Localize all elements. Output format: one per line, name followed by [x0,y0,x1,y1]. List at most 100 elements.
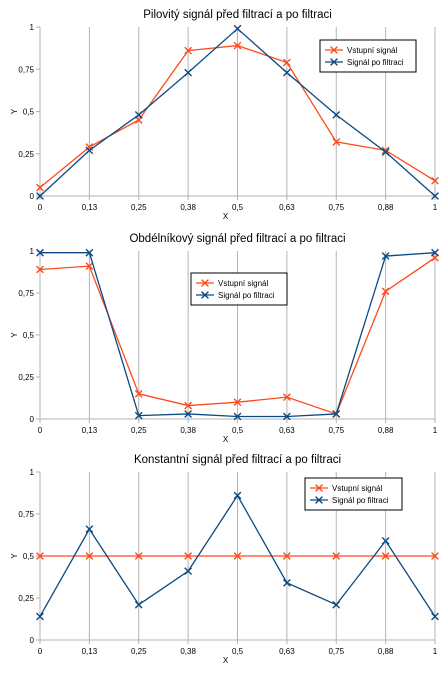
legend: Vstupní signál Signál po filtraci [304,477,403,511]
legend-box [319,39,417,73]
x-tick-label: 0,75 [328,647,344,656]
x-tick-label: 0,13 [82,647,98,656]
data-point-input [233,41,242,50]
legend-marker [315,496,323,504]
x-tick-label: 0,13 [82,426,98,435]
data-point-filtered [184,68,193,77]
data-point-input [36,183,44,192]
data-point-filtered [431,612,439,621]
y-tick-label: 0,5 [23,552,35,561]
y-tick-label: 0,5 [23,331,35,340]
x-axis-label: X [223,435,229,444]
y-axis-label: Y [10,332,19,338]
legend-label: Vstupní signál [218,279,268,288]
data-point-input [233,398,242,407]
data-point-filtered [85,146,94,155]
data-point-input [381,287,390,296]
legend-label: Vstupní signál [332,484,382,493]
legend: Vstupní signál Signál po filtraci [319,39,417,73]
x-tick-label: 0 [38,647,43,656]
data-point-input [134,389,143,398]
data-point-filtered [282,68,291,77]
y-tick-label: 1 [30,247,35,256]
legend-marker [201,279,209,287]
x-tick-label: 0,25 [131,426,147,435]
x-tick-label: 0,25 [131,203,147,212]
x-tick-label: 0,38 [180,203,196,212]
data-point-filtered [381,536,390,545]
x-tick-label: 0,5 [232,203,244,212]
legend-label: Vstupní signál [347,46,397,55]
y-tick-label: 0,25 [18,594,34,603]
data-point-filtered [332,410,341,418]
x-tick-label: 0,63 [279,647,295,656]
x-tick-label: 0,5 [232,426,244,435]
x-tick-label: 0,88 [378,647,394,656]
data-point-input [381,146,390,155]
x-tick-label: 0,75 [328,203,344,212]
x-tick-label: 0 [38,203,43,212]
y-tick-label: 0 [30,415,35,424]
data-point-input [184,552,193,560]
data-point-input [332,138,341,146]
x-tick-label: 0,88 [378,203,394,212]
data-point-filtered [36,248,44,257]
y-tick-label: 0 [30,636,35,645]
data-point-input [282,58,291,67]
x-tick-label: 0,88 [378,426,394,435]
legend-box [190,272,288,306]
x-tick-label: 0,13 [82,203,98,212]
x-tick-label: 1 [433,426,438,435]
legend: Vstupní signál Signál po filtraci [190,272,288,306]
data-point-input [381,552,390,560]
legend-label: Signál po filtraci [347,58,404,67]
x-tick-label: 1 [433,203,438,212]
x-tick-label: 0,38 [180,426,196,435]
x-tick-label: 1 [433,647,438,656]
chart-1: Pilovitý signál před filtrací a po filtr… [10,9,439,221]
y-tick-label: 0,5 [23,108,35,117]
data-point-filtered [134,411,143,420]
x-tick-label: 0,75 [328,426,344,435]
data-point-filtered [233,491,242,500]
data-point-input [184,401,193,410]
data-point-filtered [85,248,94,257]
y-tick-label: 0,75 [18,65,34,74]
x-axis-label: X [223,656,229,665]
data-point-filtered [381,148,390,156]
data-point-filtered [36,612,44,621]
data-point-input [282,552,291,560]
legend-box [304,477,403,511]
data-point-filtered [134,600,143,609]
y-tick-label: 1 [30,468,35,477]
data-point-filtered [381,252,390,260]
data-point-input [134,552,143,560]
data-point-input [36,552,44,560]
legend-marker [330,46,338,54]
data-point-input [332,552,341,560]
data-point-input [85,552,94,560]
x-axis-label: X [223,212,229,221]
legend-label: Signál po filtraci [332,496,389,505]
data-point-filtered [332,110,341,119]
legend-marker [201,291,209,299]
chart-2: Obdélníkový signál před filtrací a po fi… [10,233,439,444]
data-point-input [184,46,193,55]
chart-title: Konstantní signál před filtrací a po fil… [134,454,341,466]
data-point-input [85,262,94,271]
y-tick-label: 0 [30,192,35,201]
data-point-filtered [431,192,439,200]
data-point-filtered [431,248,439,257]
x-tick-label: 0,38 [180,647,196,656]
x-tick-label: 0,5 [232,647,244,656]
data-point-filtered [134,110,143,119]
x-tick-label: 0,25 [131,647,147,656]
y-tick-label: 0,25 [18,150,34,159]
y-tick-label: 0,75 [18,289,34,298]
chart-title: Pilovitý signál před filtrací a po filtr… [143,9,332,21]
legend-marker [315,484,323,492]
data-point-input [431,552,439,560]
legend-marker [330,58,338,66]
y-axis-label: Y [10,108,19,114]
